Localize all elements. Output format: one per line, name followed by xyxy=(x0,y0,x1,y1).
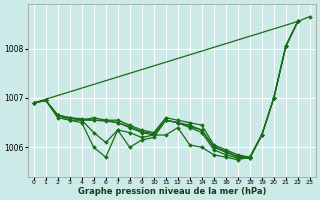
X-axis label: Graphe pression niveau de la mer (hPa): Graphe pression niveau de la mer (hPa) xyxy=(77,187,266,196)
